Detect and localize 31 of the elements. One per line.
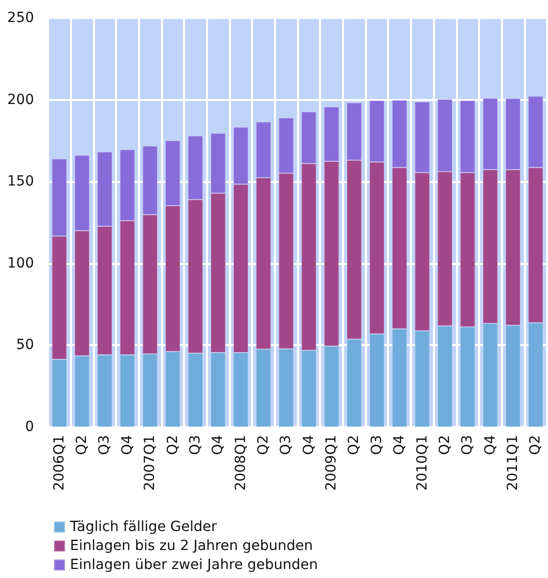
x-tick-label: 2008Q1 [232, 435, 249, 491]
legend-label: Täglich fällige Gelder [69, 519, 218, 535]
y-tick-label: 200 [7, 92, 34, 108]
x-tick-label: Q2 [164, 435, 181, 455]
x-tick-label: 2010Q1 [414, 435, 430, 491]
x-tick-label: Q2 [346, 435, 362, 455]
y-tick-label: 100 [7, 255, 34, 272]
x-tick-label: Q4 [300, 434, 317, 455]
x-tick-label: Q2 [74, 435, 90, 455]
y-tick-label: 0 [25, 419, 34, 435]
x-tick-label: 2009Q1 [324, 435, 340, 491]
x-tick-label: Q3 [460, 435, 476, 455]
x-tick-label: Q4 [210, 434, 226, 455]
x-tick-label: 2006Q1 [51, 435, 68, 491]
y-tick-label: 250 [7, 10, 34, 26]
x-tick-label: Q2 [436, 435, 453, 455]
legend-label: Einlagen bis zu 2 Jahren gebunden [70, 538, 313, 554]
y-tick-label: 150 [7, 174, 34, 190]
x-tick-label: Q3 [278, 435, 294, 455]
x-tick-label: Q4 [392, 434, 408, 455]
x-tick-label: 2011Q1 [504, 435, 521, 491]
x-tick-label: Q3 [368, 435, 385, 455]
x-tick-label: Q4 [482, 434, 498, 455]
legend-label: Einlagen über zwei Jahre gebunden [70, 557, 318, 573]
x-tick-label: Q2 [528, 435, 544, 455]
x-tick-label: Q4 [119, 434, 136, 455]
x-tick-label: Q3 [187, 435, 204, 455]
y-tick-label: 50 [16, 337, 34, 354]
x-tick-label: 2007Q1 [142, 435, 158, 491]
x-tick-label: Q2 [255, 435, 272, 455]
x-tick-label: Q3 [96, 435, 113, 455]
